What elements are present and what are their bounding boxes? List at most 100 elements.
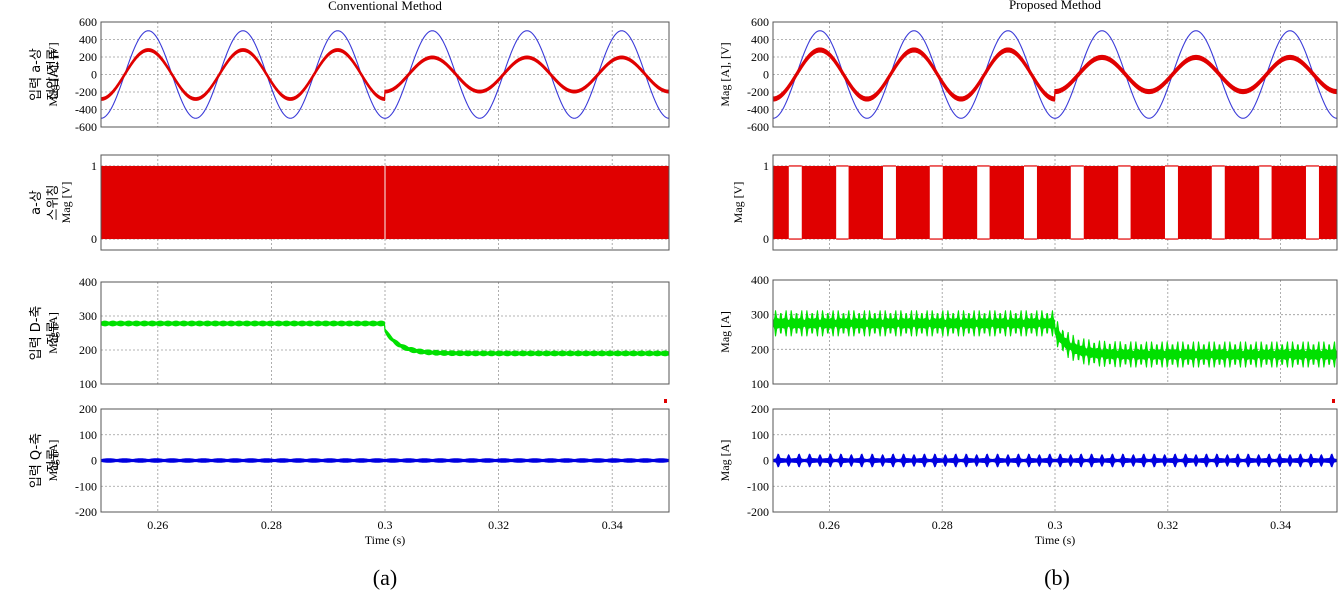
- y-axis-label: Mag [A]: [46, 440, 60, 482]
- panel-side-label: 스위칭: [46, 185, 61, 221]
- voltage-sine-series: [773, 30, 1337, 119]
- panel-frame: [772, 154, 1338, 251]
- panel-frame: [100, 154, 670, 251]
- y-tick-label: 0: [763, 68, 769, 82]
- switching-off-gap: [1211, 165, 1225, 240]
- chart-proposed: Proposed Method -600 -400 -200 0 200 400 600 Mag…: [718, 0, 1338, 590]
- y-tick-label: -600: [75, 120, 97, 134]
- chart-title: Conventional Method: [328, 0, 442, 13]
- switching-off-gap: [1305, 165, 1319, 240]
- switching-off-gap: [882, 165, 896, 240]
- figure-caption: (b): [1044, 565, 1070, 590]
- switching-off-gap: [1070, 165, 1084, 240]
- y-tick-label: -400: [75, 103, 97, 117]
- x-tick-label: 0.26: [147, 518, 168, 532]
- y-tick-label: 0: [91, 68, 97, 82]
- q-axis-current-series: [101, 458, 669, 463]
- panel-va_ia: -600 -400 -200 0 200 400 600 Mag [A], [V]입력 a-상…: [29, 15, 670, 134]
- panel-switching: 0 1 Mag [V]: [731, 154, 1338, 251]
- figure-caption: (a): [373, 565, 397, 590]
- x-tick-label: 0.3: [378, 518, 393, 532]
- y-tick-label: 0: [763, 454, 769, 468]
- panel-data: [773, 30, 1337, 119]
- panel-frame: [772, 408, 1338, 513]
- x-axis-label: Time (s): [365, 533, 406, 547]
- d-axis-current-series: [773, 310, 1337, 368]
- y-tick-label: 400: [79, 275, 97, 289]
- corner-marker: [1332, 399, 1335, 403]
- corner-marker: [664, 399, 667, 403]
- x-tick-label: 0.3: [1048, 518, 1063, 532]
- y-tick-label: 100: [79, 377, 97, 391]
- y-axis-label: Mag [A]: [46, 312, 60, 354]
- y-axis-label: Mag [V]: [731, 182, 745, 224]
- panel-iq: -200 -100 0 100 200 Mag [A]입력 Q-축 전류: [29, 402, 670, 519]
- panel-frame: [100, 21, 670, 128]
- y-tick-label: 400: [79, 33, 97, 47]
- panel-data: [773, 165, 1337, 240]
- q-axis-current-series: [773, 453, 1337, 468]
- panel-data: [101, 458, 669, 463]
- panel-side-label: 입력 a-상: [29, 48, 44, 101]
- y-tick-label: -200: [747, 505, 769, 519]
- x-tick-label: 0.34: [602, 518, 623, 532]
- panel-data: [101, 320, 669, 357]
- y-tick-label: -200: [75, 85, 97, 99]
- y-tick-label: 400: [751, 273, 769, 287]
- switching-off-gap: [788, 165, 802, 240]
- y-tick-label: 200: [751, 402, 769, 416]
- y-tick-label: 100: [751, 428, 769, 442]
- y-axis-label: Mag [A], [V]: [46, 42, 60, 106]
- panel-frame: [772, 279, 1338, 385]
- y-tick-label: -600: [747, 120, 769, 134]
- panel-switching: 0 1 Mag [V] a-상 스위칭: [29, 154, 670, 251]
- y-tick-label: 1: [763, 159, 769, 173]
- panel-side-label: 전류: [46, 449, 61, 473]
- panel-side-label: 입력 Q-축: [29, 433, 44, 488]
- y-tick-label: 200: [79, 50, 97, 64]
- y-tick-label: 1: [91, 159, 97, 173]
- switching-off-gap: [977, 165, 990, 240]
- switching-off-gap: [929, 165, 943, 240]
- x-axis-label: Time (s): [1035, 533, 1076, 547]
- x-tick-label: 0.32: [1157, 518, 1178, 532]
- y-tick-label: 200: [751, 50, 769, 64]
- panel-frame: [772, 21, 1338, 128]
- y-tick-label: 200: [751, 342, 769, 356]
- x-tick-label: 0.26: [819, 518, 840, 532]
- y-tick-label: 600: [79, 15, 97, 29]
- switching-band: [773, 165, 1337, 240]
- current-sine-series: [773, 47, 1337, 102]
- y-axis-label: Mag [A]: [718, 311, 732, 353]
- y-tick-label: -200: [747, 85, 769, 99]
- chart-conventional: Conventional Method -600 -400 -200 0 200 400 60…: [29, 0, 670, 590]
- d-axis-current-series: [101, 320, 669, 357]
- panel-side-label: 전압/전류: [46, 48, 61, 100]
- y-tick-label: 100: [751, 377, 769, 391]
- y-tick-label: 0: [763, 232, 769, 246]
- x-tick-label: 0.34: [1270, 518, 1291, 532]
- y-tick-label: 300: [79, 309, 97, 323]
- y-tick-label: -100: [75, 479, 97, 493]
- y-tick-label: 0: [91, 232, 97, 246]
- y-tick-label: 600: [751, 15, 769, 29]
- y-tick-label: -200: [75, 505, 97, 519]
- panel-side-label: a-상: [29, 190, 44, 215]
- panel-va_ia: -600 -400 -200 0 200 400 600 Mag [A], [V]: [718, 15, 1338, 134]
- x-tick-label: 0.32: [488, 518, 509, 532]
- y-tick-label: -100: [747, 479, 769, 493]
- current-sine-series: [101, 48, 669, 101]
- switching-off-gap: [1023, 165, 1037, 240]
- x-tick-label: 0.28: [932, 518, 953, 532]
- y-tick-label: -400: [747, 103, 769, 117]
- panel-frame: [100, 281, 670, 385]
- y-tick-label: 300: [751, 308, 769, 322]
- panel-data: [773, 453, 1337, 468]
- y-axis-label: Mag [A]: [718, 440, 732, 482]
- panel-id: 100 200 300 400 Mag [A]입력 D-축 전류: [29, 275, 670, 391]
- y-axis-label: Mag [A], [V]: [718, 42, 732, 106]
- panel-data: [773, 310, 1337, 368]
- y-tick-label: 0: [91, 454, 97, 468]
